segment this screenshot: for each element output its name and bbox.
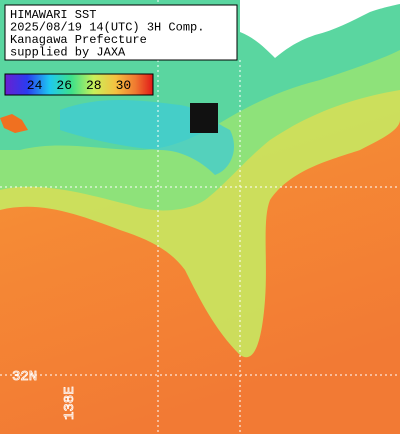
colorbar-tick-label: 24 — [27, 78, 43, 93]
colorbar-tick-label: 26 — [56, 78, 72, 93]
lat-label: 32N — [12, 369, 37, 385]
title-box — [4, 4, 238, 61]
colorbar-ramp — [4, 73, 154, 96]
colorbar-tick-label: 30 — [116, 78, 132, 93]
island — [0, 114, 28, 133]
title-line: Kanagawa Prefecture — [10, 33, 147, 47]
lon-label: 138E — [62, 386, 78, 420]
colorbar: 24 26 28 30 — [4, 73, 154, 96]
title-line: supplied by JAXA — [10, 46, 126, 60]
title-line: 2025/08/19 14(UTC) 3H Comp. — [10, 21, 204, 35]
land — [240, 0, 400, 58]
title-line: HIMAWARI SST — [10, 8, 96, 22]
colorbar-tick-label: 28 — [86, 78, 102, 93]
cloud-mask — [190, 103, 218, 133]
